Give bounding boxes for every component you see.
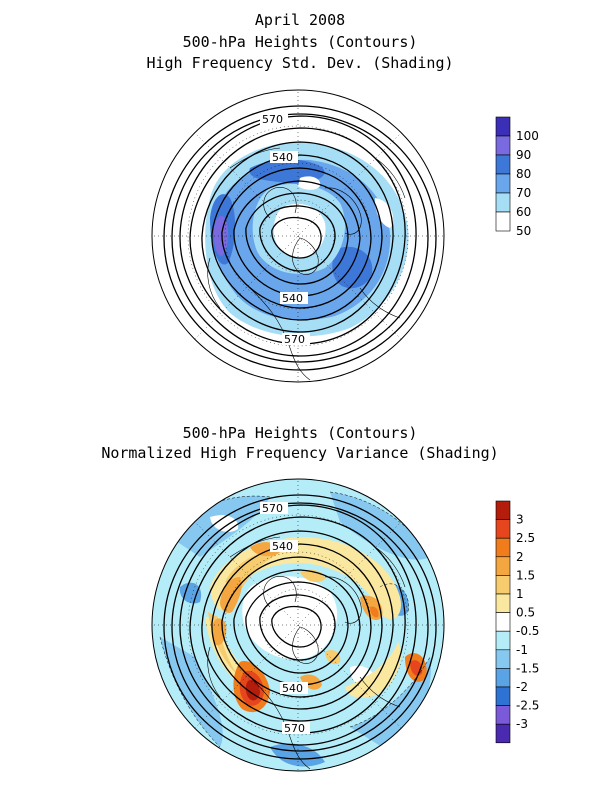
bottom-colorbar-label: 1 <box>516 587 524 601</box>
top-height-contours <box>163 105 437 371</box>
bottom-colorbar-label: 2 <box>516 550 524 564</box>
top-title-date: April 2008 <box>254 11 346 29</box>
bottom-colorbar-box <box>495 500 511 520</box>
bottom-label-570-south: 570 <box>284 722 305 735</box>
bottom-colorbar-box <box>495 705 511 725</box>
top-colorbar-label: 100 <box>516 129 539 143</box>
top-label-570-south: 570 <box>284 333 305 346</box>
bottom-colorbar-box <box>495 668 511 688</box>
bottom-colorbar-label: 0.5 <box>516 606 535 620</box>
bottom-title-shading: Normalized High Frequency Variance (Shad… <box>101 444 499 462</box>
bottom-colorbar-label: -1 <box>516 643 528 657</box>
bottom-colorbar-box <box>495 593 511 613</box>
bottom-colorbar-label: -2 <box>516 680 528 694</box>
top-colorbar-box <box>495 211 511 232</box>
top-colorbar-label: 70 <box>516 186 531 200</box>
bottom-label-540-south: 540 <box>282 682 303 695</box>
bottom-colorbar-label: 2.5 <box>516 531 535 545</box>
top-label-540-north: 540 <box>272 151 293 164</box>
top-colorbar-box <box>495 173 511 194</box>
bottom-coastlines <box>207 536 406 770</box>
bottom-colorbar-label: -1.5 <box>516 661 539 675</box>
bottom-colorbar-box <box>495 723 511 744</box>
bottom-colorbar-box <box>495 556 511 576</box>
top-contour-labels: 570 540 540 570 <box>260 113 310 346</box>
top-polar-map: 570 540 540 570 <box>151 89 445 383</box>
bottom-label-570-north: 570 <box>262 502 283 515</box>
bottom-map-boundary <box>151 478 445 772</box>
bottom-colorbar-box <box>495 686 511 706</box>
top-colorbar-label: 80 <box>516 167 531 181</box>
bottom-colorbar-box <box>495 630 511 651</box>
bottom-colorbar-box <box>495 649 511 669</box>
top-label-570-north: 570 <box>262 113 283 126</box>
bottom-colorbar-label: -3 <box>516 717 528 731</box>
top-title-contours: 500-hPa Heights (Contours) <box>182 33 418 51</box>
bottom-colorbar-label: -0.5 <box>516 624 539 638</box>
bottom-polar-map: 570 540 540 570 <box>151 478 445 772</box>
top-colorbar-label: 50 <box>516 224 531 238</box>
top-map-boundary <box>151 89 445 383</box>
bottom-colorbar-label: 1.5 <box>516 568 535 582</box>
top-title-shading: High Frequency Std. Dev. (Shading) <box>146 54 454 72</box>
top-colorbar-box <box>495 116 511 137</box>
bottom-colorbar-box <box>495 519 511 539</box>
bottom-colorbar-label: -2.5 <box>516 699 539 713</box>
top-colorbar-box <box>495 192 511 213</box>
bottom-title-contours: 500-hPa Heights (Contours) <box>182 424 418 442</box>
top-colorbar-box <box>495 135 511 156</box>
bottom-colorbar-box <box>495 537 511 558</box>
bottom-height-contours <box>163 494 437 760</box>
top-colorbar-box <box>495 154 511 175</box>
top-colorbar-label: 90 <box>516 148 531 162</box>
bottom-colorbar-box <box>495 612 511 632</box>
bottom-contour-labels: 570 540 540 570 <box>260 502 310 735</box>
top-label-540-south: 540 <box>282 292 303 305</box>
top-colorbar-label: 60 <box>516 205 531 219</box>
bottom-colorbar: 3 2.5 2 1.5 1 0.5 -0.5 -1 -1.5 -2 -2.5 -3 <box>495 500 539 744</box>
top-colorbar: 100 90 80 70 60 50 <box>495 116 539 238</box>
bottom-colorbar-box <box>495 575 511 595</box>
bottom-label-540-north: 540 <box>272 540 293 553</box>
bottom-colorbar-label: 3 <box>516 513 524 527</box>
